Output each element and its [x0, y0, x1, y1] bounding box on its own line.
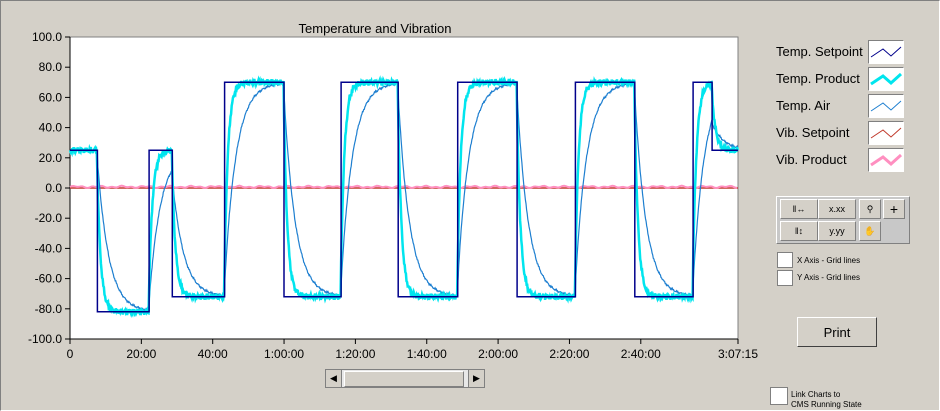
legend-swatch[interactable] [868, 121, 904, 145]
scroll-left-icon[interactable]: ◀ [326, 370, 342, 387]
y-tick-label: -20.0 [35, 211, 63, 225]
cursor-crosshair-icon[interactable]: + [883, 199, 905, 219]
legend-label: Temp. Setpoint [776, 44, 863, 59]
y-format-label: y.yy [829, 226, 845, 236]
scroll-thumb[interactable] [344, 371, 464, 387]
x-axis: 0 20:00 40:00 1:00:00 1:20:00 1:40:00 2:00:00 2… [67, 338, 758, 361]
x-tick-label: 0 [67, 347, 74, 361]
scroll-right-icon[interactable]: ▶ [468, 370, 484, 387]
y-tick-label: 80.0 [39, 60, 63, 74]
y-tick-label: 20.0 [39, 151, 63, 165]
x-tick-label: 2:40:00 [621, 347, 661, 361]
x-tick-label: 40:00 [198, 347, 228, 361]
legend-label: Temp. Air [776, 98, 831, 113]
pan-hand-icon[interactable]: ✋ [859, 221, 881, 241]
x-format-button[interactable]: x.xx [818, 199, 856, 219]
x-autoscale-button[interactable]: ‖↔ [780, 199, 818, 219]
y-tick-label: 40.0 [39, 121, 63, 135]
link-charts-checkbox[interactable] [770, 387, 788, 405]
print-button[interactable]: Print [797, 317, 877, 347]
x-tick-label: 1:20:00 [335, 347, 375, 361]
chart-scrollbar[interactable]: ◀ ▶ [325, 369, 485, 388]
y-tick-label: -100.0 [28, 332, 62, 346]
x-tick-label: 2:00:00 [478, 347, 518, 361]
x-tick-label: 1:00:00 [264, 347, 304, 361]
legend-swatch[interactable] [868, 40, 904, 64]
x-format-label: x.xx [828, 204, 845, 214]
legend-item: Temp. Air [768, 92, 908, 119]
link-charts-label: Link Charts to [791, 390, 841, 399]
y-tick-label: 60.0 [39, 90, 63, 104]
legend-item: Vib. Product [768, 146, 908, 173]
y-autoscale-button[interactable]: ‖↕ [780, 221, 818, 241]
zoom-icon[interactable]: ⚲ [859, 199, 881, 219]
x-tick-label: 2:20:00 [549, 347, 589, 361]
y-grid-label: Y Axis - Grid lines [797, 273, 860, 282]
y-tick-label: -80.0 [35, 302, 63, 316]
series-temp-setpoint [70, 81, 738, 313]
y-format-button[interactable]: y.yy [818, 221, 856, 241]
y-axis: 100.0 80.0 60.0 40.0 20.0 0.0 -20.0 -40.0 -60.0 -… [28, 30, 71, 346]
x-tick-label: 20:00 [126, 347, 156, 361]
legend-item: Temp. Product [768, 65, 908, 92]
legend-swatch[interactable] [868, 148, 904, 172]
x-tick-label: 3:07:15 [718, 347, 758, 361]
legend-label: Vib. Setpoint [776, 125, 850, 140]
legend-item: Vib. Setpoint [768, 119, 908, 146]
chart-title: Temperature and Vibration [299, 21, 452, 36]
series-group [68, 75, 739, 318]
x-grid-label: X Axis - Grid lines [797, 256, 861, 265]
link-charts-label-2: CMS Running State [791, 400, 862, 409]
legend-label: Temp. Product [776, 71, 860, 86]
y-tick-label: -40.0 [35, 241, 63, 255]
graph-palette: ‖↔ x.xx ‖↕ y.yy ⚲ + ✋ [776, 196, 910, 244]
legend-label: Vib. Product [776, 152, 847, 167]
legend-swatch[interactable] [868, 94, 904, 118]
chart-legend: Temp. Setpoint Temp. Product Temp. Air V… [768, 38, 908, 173]
x-grid-checkbox[interactable] [777, 252, 793, 268]
x-tick-label: 1:40:00 [407, 347, 447, 361]
y-tick-label: 0.0 [45, 181, 62, 195]
y-tick-label: -60.0 [35, 272, 63, 286]
series-vib-product [69, 184, 738, 190]
legend-item: Temp. Setpoint [768, 38, 908, 65]
y-grid-checkbox[interactable] [777, 270, 793, 286]
y-tick-label: 100.0 [32, 30, 62, 44]
legend-swatch[interactable] [868, 67, 904, 91]
